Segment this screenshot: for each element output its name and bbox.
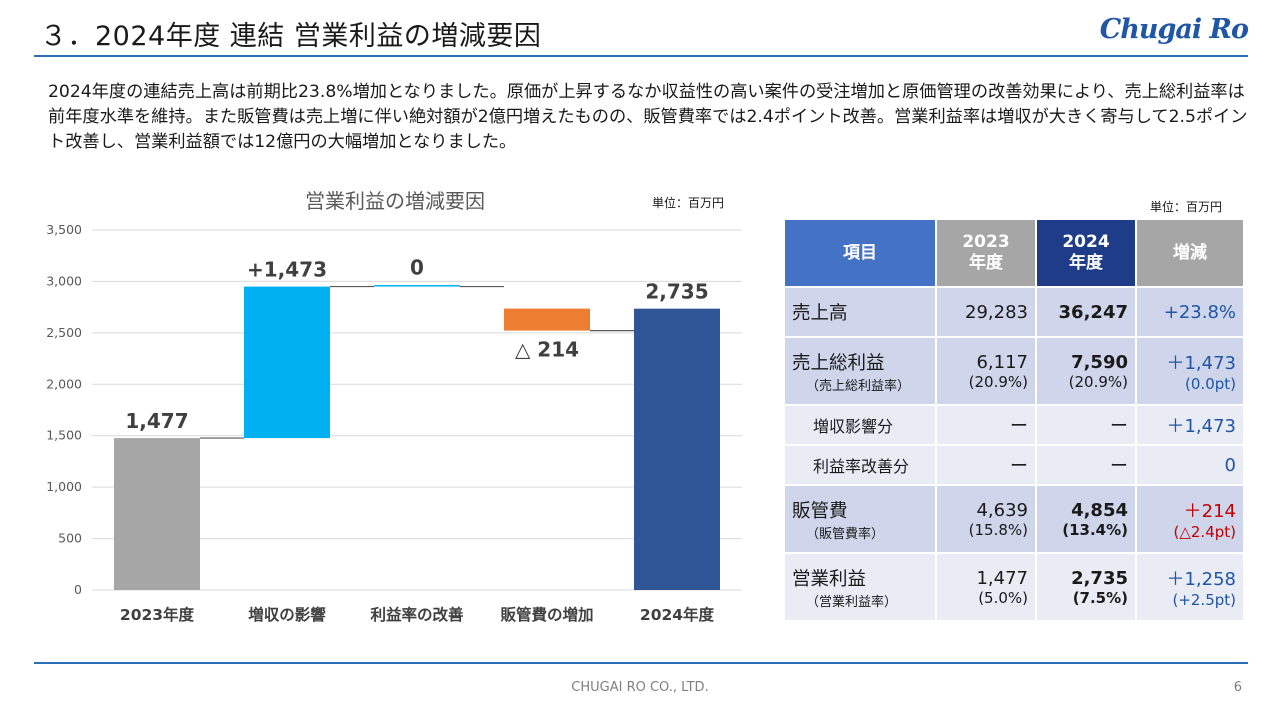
row-margin-change: 0 (1137, 446, 1243, 484)
header-2023-year: 2023 (962, 232, 1010, 252)
row-op: 営業利益 （営業利益率） 1,477 (5.0%) 2,735 (7.5%) ＋… (785, 554, 1243, 620)
header-change: 増減 (1137, 220, 1243, 286)
chart-title: 営業利益の増減要因 (305, 189, 485, 213)
row-gross-cur: 7,590 (1071, 351, 1128, 373)
row-op-sublabel: （営業利益率） (806, 594, 898, 610)
title-divider (34, 55, 1248, 57)
slide-title: ３．2024年度 連結 営業利益の増減要因 (40, 21, 542, 52)
y-tick-label: 0 (74, 582, 82, 597)
row-gross-sublabel: （売上総利益率） (806, 378, 911, 394)
x-tick-label: 販管費の増加 (500, 605, 593, 624)
row-sga-sublabel: （販管費率） (806, 526, 885, 542)
data-label: △ 214 (515, 338, 579, 362)
y-tick-label: 500 (58, 531, 82, 546)
data-label: 2,735 (645, 280, 708, 304)
row-gross-prev-rate: (20.9%) (968, 372, 1028, 391)
bar (244, 286, 330, 439)
row-gross-label: 売上総利益 (792, 352, 885, 374)
y-tick-label: 3,500 (46, 222, 82, 237)
row-margin: 利益率改善分 ー ー 0 (785, 446, 1243, 484)
chugai-ro-logo: Chugai Ro (1099, 14, 1249, 45)
header-2024: 2024 年度 (1037, 220, 1135, 286)
row-sales-prev: 29,283 (937, 288, 1035, 336)
y-tick-label: 1,000 (46, 479, 82, 494)
header-item: 項目 (785, 220, 935, 286)
row-op-change: ＋1,258 (1166, 569, 1236, 590)
bar (114, 438, 200, 590)
row-volume-change: ＋1,473 (1137, 406, 1243, 444)
row-gross-cur-rate: (20.9%) (1068, 372, 1128, 391)
row-sga-cur: 4,854 (1071, 499, 1128, 521)
row-op-prev-rate: (5.0%) (978, 588, 1028, 607)
data-label: 0 (410, 256, 424, 280)
bar (634, 308, 720, 590)
row-op-cur-rate: (7.5%) (1072, 588, 1128, 607)
row-margin-prev: ー (937, 446, 1035, 484)
row-op-label: 営業利益 (792, 568, 867, 590)
row-sga-label: 販管費 (792, 500, 848, 522)
row-op-prev: 1,477 (976, 567, 1028, 589)
footer-divider (34, 662, 1248, 664)
row-margin-label: 利益率改善分 (785, 446, 935, 484)
row-volume: 増収影響分 ー ー ＋1,473 (785, 406, 1243, 444)
bar (374, 285, 460, 287)
x-tick-label: 2024年度 (640, 605, 715, 624)
row-sga: 販管費 （販管費率） 4,639 (15.8%) 4,854 (13.4%) ＋… (785, 486, 1243, 552)
data-label: +1,473 (247, 258, 327, 282)
row-sga-change-rate: (△2.4pt) (1173, 523, 1237, 541)
y-tick-label: 3,000 (46, 273, 82, 288)
row-sales: 売上高 29,283 36,247 +23.8% (785, 288, 1243, 336)
row-sales-change: +23.8% (1137, 288, 1243, 336)
table-unit-label: 単位：百万円 (1150, 200, 1223, 214)
page-number: 6 (1233, 680, 1242, 695)
row-gross: 売上総利益 （売上総利益率） 6,117 (20.9%) 7,590 (20.9… (785, 338, 1243, 404)
table-header-row: 項目 2023 年度 2024 年度 増減 (785, 220, 1243, 286)
x-tick-label: 2023年度 (120, 605, 195, 624)
header-2024-suffix: 年度 (1069, 253, 1103, 273)
y-tick-label: 2,500 (46, 325, 82, 340)
header-2024-year: 2024 (1062, 232, 1110, 252)
y-tick-label: 1,500 (46, 428, 82, 443)
row-gross-change: ＋1,473 (1166, 353, 1236, 374)
data-label: 1,477 (125, 409, 188, 433)
row-sga-change: ＋214 (1183, 501, 1236, 522)
footer-company: CHUGAI RO CO., LTD. (571, 680, 709, 695)
row-gross-prev: 6,117 (976, 351, 1028, 373)
x-tick-label: 利益率の改善 (370, 605, 464, 624)
row-sales-cur: 36,247 (1037, 288, 1135, 336)
header-2023: 2023 年度 (937, 220, 1035, 286)
row-sales-label: 売上高 (785, 288, 935, 336)
row-sga-prev: 4,639 (976, 499, 1028, 521)
financial-table: 項目 2023 年度 2024 年度 増減 売上高 29,283 36,247 … (783, 218, 1245, 622)
row-op-change-rate: (+2.5pt) (1172, 591, 1236, 609)
row-volume-prev: ー (937, 406, 1035, 444)
summary-text: 2024年度の連結売上高は前期比23.8%増加となりました。原価が上昇するなか収… (48, 82, 1248, 152)
row-volume-label: 増収影響分 (785, 406, 935, 444)
x-tick-label: 増収の影響 (248, 605, 326, 624)
chart-unit-label: 単位：百万円 (652, 196, 725, 210)
y-tick-label: 2,000 (46, 376, 82, 391)
row-op-cur: 2,735 (1071, 567, 1128, 589)
row-gross-change-rate: (0.0pt) (1185, 375, 1236, 393)
row-sga-cur-rate: (13.4%) (1062, 520, 1128, 539)
header-2023-suffix: 年度 (969, 253, 1003, 273)
row-margin-cur: ー (1037, 446, 1135, 484)
row-volume-cur: ー (1037, 406, 1135, 444)
bar (504, 308, 590, 331)
row-sga-prev-rate: (15.8%) (968, 520, 1028, 539)
waterfall-chart: 0 500 1,000 1,500 2,000 2,500 3,000 3,500 1,477 2… (46, 222, 742, 624)
